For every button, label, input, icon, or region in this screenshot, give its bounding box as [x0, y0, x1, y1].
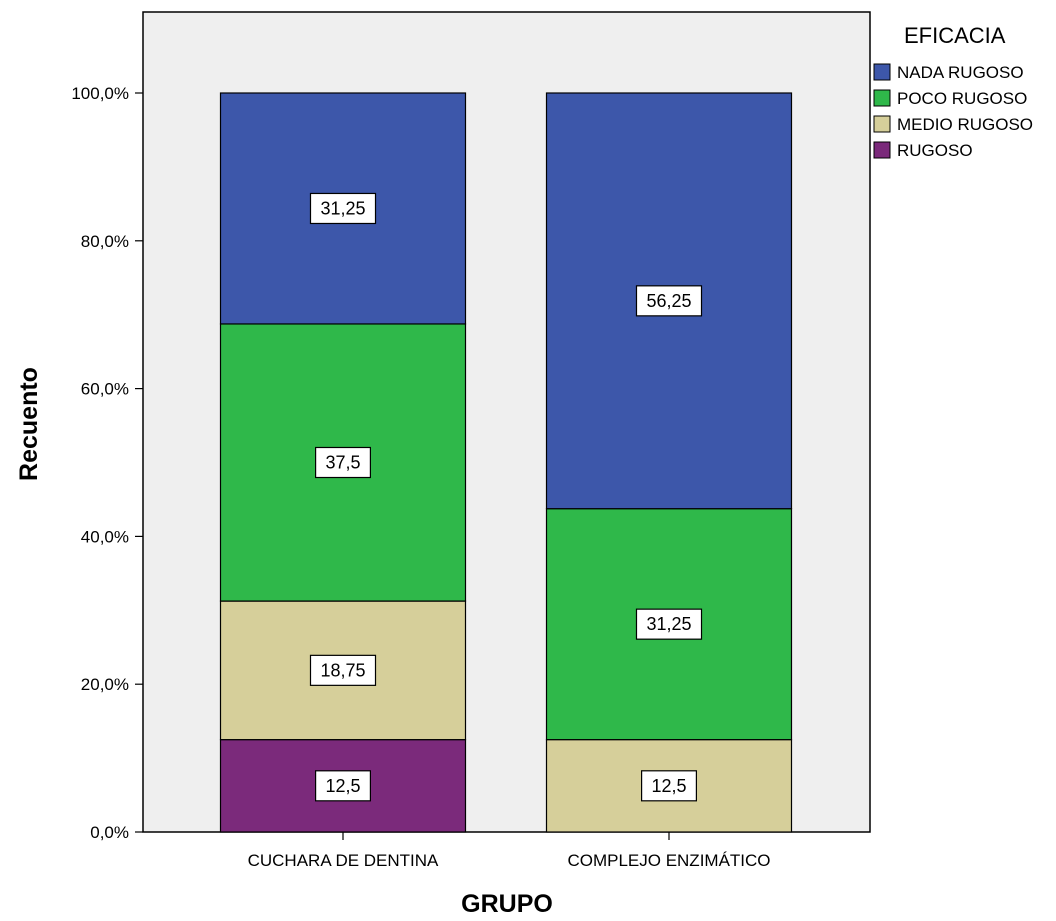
legend-entry: NADA RUGOSO	[897, 63, 1024, 82]
data-label-box	[309, 192, 377, 225]
data-label: 12,5	[651, 776, 686, 796]
data-label: 56,25	[646, 291, 691, 311]
data-label-box	[640, 770, 697, 802]
legend-entry: RUGOSO	[897, 141, 973, 160]
legend-swatch	[873, 141, 891, 159]
data-label: 12,5	[325, 776, 360, 796]
x-tick-label: CUCHARA DE DENTINA	[248, 851, 439, 870]
legend-swatch	[873, 63, 891, 81]
y-axis-title: Recuento	[15, 367, 43, 481]
x-axis-title: GRUPO	[461, 890, 553, 916]
data-label-box	[315, 446, 372, 479]
data-label-box	[315, 770, 372, 802]
data-label: 31,25	[320, 198, 365, 218]
data-label: 37,5	[325, 453, 360, 473]
x-tick-label: COMPLEJO ENZIMÁTICO	[567, 851, 770, 870]
data-label: 18,75	[320, 660, 365, 680]
y-tick-label: 100,0%	[71, 84, 129, 103]
y-tick-label: 80,0%	[81, 232, 129, 251]
y-tick-label: 0,0%	[90, 823, 129, 842]
legend-entry: POCO RUGOSO	[897, 89, 1027, 108]
legend-swatch	[873, 115, 891, 133]
legend-title: EFICACIA	[904, 23, 1006, 48]
data-label-box	[635, 285, 703, 317]
y-tick-label: 60,0%	[81, 380, 129, 399]
data-label: 31,25	[646, 614, 691, 634]
legend-swatch	[873, 89, 891, 107]
data-label-box	[309, 654, 377, 686]
y-tick-label: 40,0%	[81, 527, 129, 546]
legend-entry: MEDIO RUGOSO	[897, 115, 1033, 134]
y-tick-label: 20,0%	[81, 675, 129, 694]
data-label-box	[635, 608, 703, 640]
legend: EFICACIA NADA RUGOSO POCO RUGOSO MEDIO RUG…	[873, 23, 1033, 160]
